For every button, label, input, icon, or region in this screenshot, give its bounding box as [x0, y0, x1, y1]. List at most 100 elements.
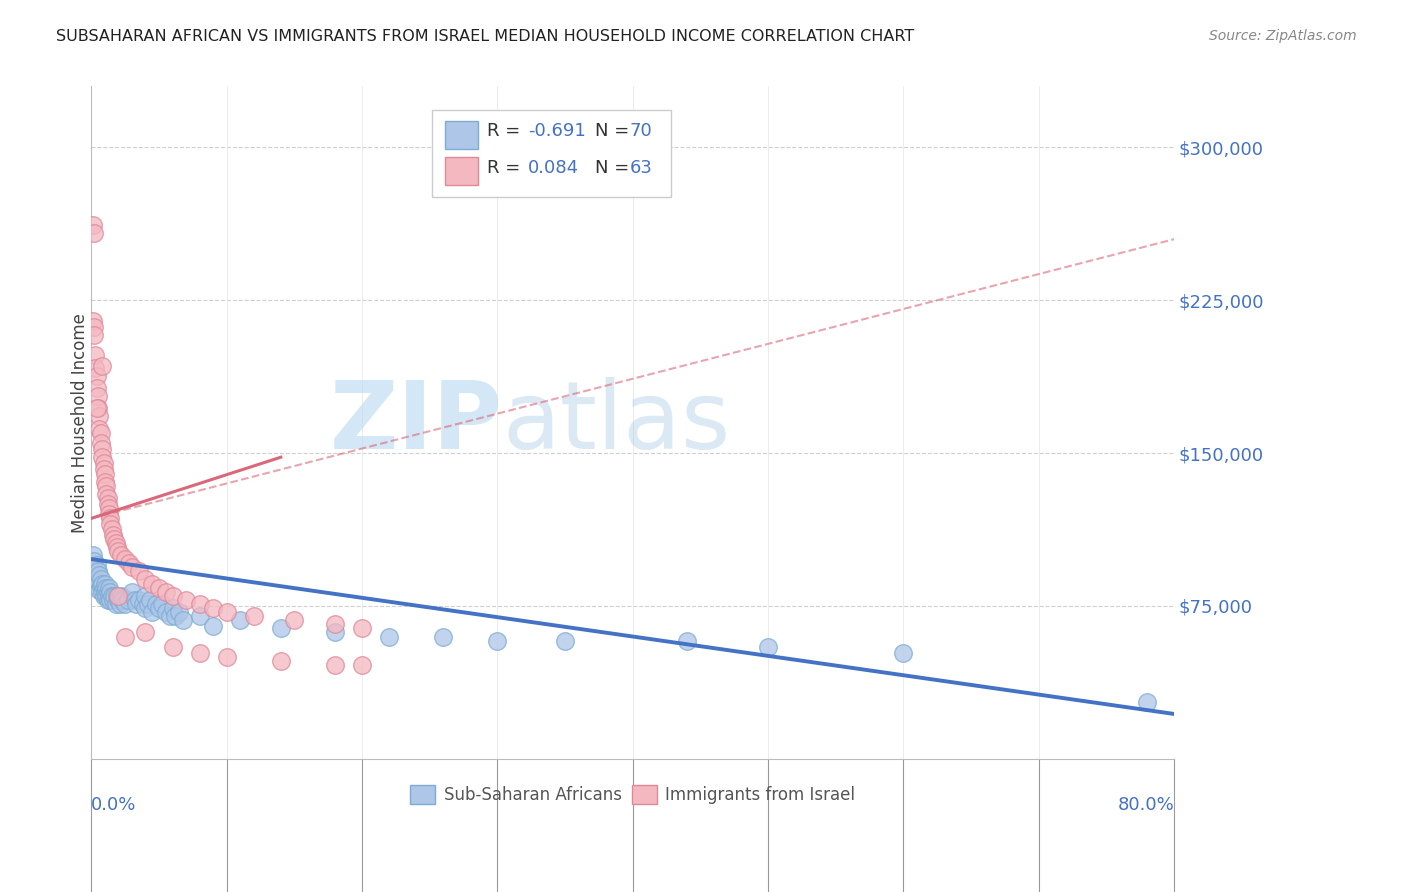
- Point: [105, 540, 128, 554]
- Point: [162, 601, 184, 615]
- Y-axis label: Median Household Income: Median Household Income: [72, 312, 89, 533]
- Point: [169, 605, 191, 619]
- Point: [104, 536, 127, 550]
- Point: [138, 592, 160, 607]
- Point: [86, 368, 108, 383]
- Point: [174, 592, 197, 607]
- Point: [134, 573, 156, 587]
- Point: [94, 475, 117, 489]
- Point: [132, 597, 155, 611]
- Point: [83, 319, 105, 334]
- Point: [350, 658, 373, 673]
- Point: [98, 584, 121, 599]
- Point: [97, 508, 120, 522]
- Point: [93, 581, 115, 595]
- Text: atlas: atlas: [503, 376, 731, 468]
- Point: [323, 617, 346, 632]
- Point: [162, 589, 184, 603]
- Point: [83, 562, 105, 576]
- Text: R =: R =: [486, 122, 526, 140]
- Point: [97, 497, 120, 511]
- Text: 80.0%: 80.0%: [1118, 796, 1174, 814]
- Point: [97, 584, 120, 599]
- Point: [215, 605, 238, 619]
- Point: [101, 527, 124, 541]
- Point: [104, 597, 127, 611]
- Bar: [446, 120, 478, 149]
- Point: [107, 589, 129, 603]
- Point: [486, 633, 509, 648]
- Point: [90, 578, 112, 592]
- Point: [114, 630, 136, 644]
- Point: [188, 646, 211, 660]
- Point: [97, 592, 120, 607]
- Point: [134, 589, 156, 603]
- Point: [150, 597, 173, 611]
- Point: [94, 576, 117, 591]
- Point: [128, 592, 150, 607]
- Point: [323, 625, 346, 640]
- Text: N =: N =: [595, 159, 636, 177]
- Point: [893, 646, 915, 660]
- Point: [111, 592, 134, 607]
- Point: [97, 501, 120, 516]
- Point: [83, 554, 105, 568]
- Point: [108, 597, 131, 611]
- Point: [105, 589, 128, 603]
- Point: [82, 218, 104, 232]
- Point: [94, 584, 117, 599]
- Point: [98, 592, 121, 607]
- Point: [155, 584, 177, 599]
- Text: ZIP: ZIP: [330, 376, 503, 468]
- Text: SUBSAHARAN AFRICAN VS IMMIGRANTS FROM ISRAEL MEDIAN HOUSEHOLD INCOME CORRELATION: SUBSAHARAN AFRICAN VS IMMIGRANTS FROM IS…: [56, 29, 914, 44]
- Point: [215, 649, 238, 664]
- Point: [283, 613, 305, 627]
- Point: [96, 581, 118, 595]
- Point: [91, 584, 114, 599]
- Point: [148, 581, 170, 595]
- Point: [107, 544, 129, 558]
- Point: [145, 597, 167, 611]
- Point: [93, 462, 115, 476]
- Point: [103, 532, 125, 546]
- Point: [98, 517, 121, 532]
- Point: [141, 605, 163, 619]
- Point: [83, 328, 105, 343]
- Point: [121, 560, 143, 574]
- Point: [93, 456, 115, 470]
- Point: [128, 564, 150, 578]
- Text: R =: R =: [486, 159, 526, 177]
- Text: -0.691: -0.691: [527, 122, 585, 140]
- Point: [270, 621, 292, 635]
- Text: Source: ZipAtlas.com: Source: ZipAtlas.com: [1209, 29, 1357, 43]
- Point: [554, 633, 576, 648]
- Point: [188, 597, 211, 611]
- Bar: [433, 110, 671, 197]
- Point: [1136, 695, 1159, 709]
- Point: [118, 556, 141, 570]
- Point: [110, 589, 132, 603]
- Text: 63: 63: [630, 159, 652, 177]
- Point: [432, 630, 454, 644]
- Point: [159, 609, 181, 624]
- Point: [110, 548, 132, 562]
- Point: [84, 566, 107, 581]
- Point: [107, 592, 129, 607]
- Point: [91, 359, 114, 373]
- Point: [125, 597, 148, 611]
- Point: [101, 592, 124, 607]
- Point: [93, 589, 115, 603]
- Point: [202, 601, 225, 615]
- Point: [98, 511, 121, 525]
- Point: [97, 589, 120, 603]
- Point: [148, 601, 170, 615]
- Point: [134, 601, 156, 615]
- Point: [350, 621, 373, 635]
- Point: [100, 589, 122, 603]
- Point: [229, 613, 252, 627]
- Point: [83, 226, 105, 240]
- Point: [87, 574, 110, 589]
- Point: [82, 548, 104, 562]
- Point: [124, 592, 146, 607]
- Text: 0.0%: 0.0%: [91, 796, 136, 814]
